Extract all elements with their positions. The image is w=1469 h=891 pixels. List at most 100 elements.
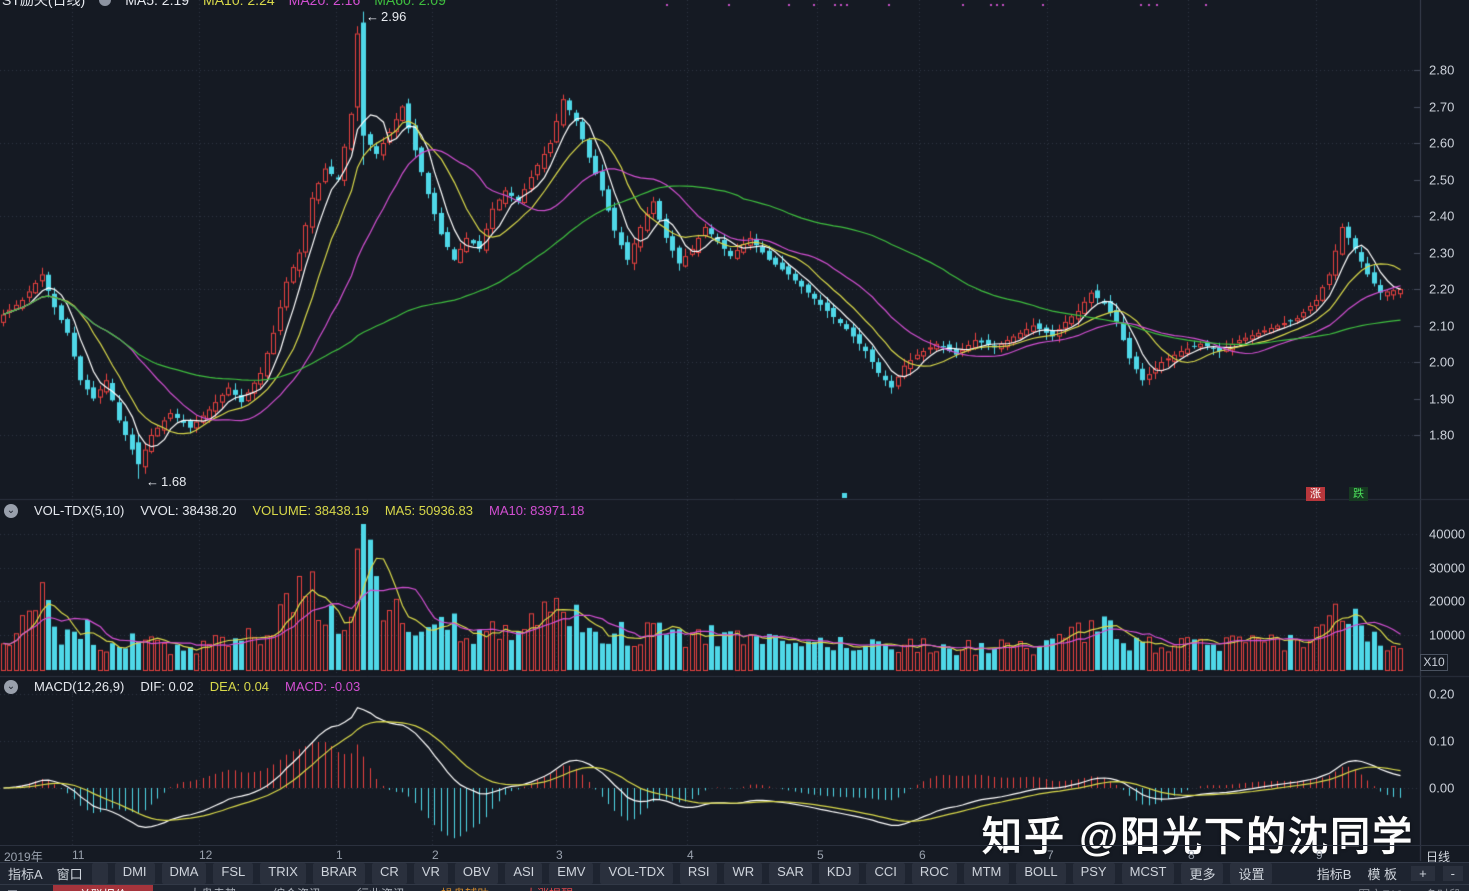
bottom-strip: 关联报价 大盘走势 综合资讯 行业资讯 操盘辅助 大涨提醒 图文F10 多时段 [0,884,1469,891]
indicator-button[interactable] [91,863,108,884]
month-label: 9 [1316,848,1323,862]
volume-unit-badge: X10 [1420,654,1448,671]
month-label: 2 [432,848,439,862]
indicator-button[interactable]: KDJ [818,863,860,884]
pane-resize-button[interactable]: - [1442,866,1463,881]
indicator-button[interactable]: ASI [505,863,543,884]
month-label: 3 [556,848,563,862]
indicator-button[interactable]: DMI [114,863,155,884]
indicator-button[interactable]: FSL [213,863,254,884]
indicator-button[interactable]: WR [724,863,763,884]
bottom-strip-item[interactable]: 图文F10 [1358,886,1403,891]
arrow-left-icon: ← [146,474,159,489]
indicator-button[interactable]: TRIX [260,863,306,884]
month-label: 7 [1047,848,1054,862]
indicator-button[interactable]: MCST [1121,863,1175,884]
low-annotation: ← 1.68 [146,474,186,489]
price-tick: 2.80 [1429,62,1455,78]
price-tick: 2.00 [1429,354,1455,370]
month-label: 12 [199,848,213,862]
indicator-button[interactable]: ROC [911,863,957,884]
pane-resize-button[interactable]: + [1411,866,1435,881]
indicator-button[interactable]: CCI [866,863,905,884]
bottom-strip-item[interactable]: 关联报价 [53,885,154,891]
ma60-legend: MA60: 2.09 [374,0,446,8]
price-tick: 2.10 [1429,318,1455,334]
volume-tick: 30000 [1429,560,1466,576]
month-label: 4 [687,848,694,862]
low-price-label: 1.68 [161,474,187,489]
indicator-button[interactable]: MTM [963,863,1010,884]
menu-label[interactable]: 指标A [8,867,43,882]
volume-tick: 10000 [1429,627,1466,643]
price-tick: 2.30 [1429,245,1455,261]
bottom-strip-item[interactable]: 多时段 [1425,886,1461,891]
menu-label[interactable]: 指标B [1316,867,1352,882]
bottom-strip-item[interactable]: 大涨提醒 [525,885,573,891]
price-tick: 2.40 [1429,208,1455,224]
indicator-button[interactable]: 更多 [1181,863,1224,884]
indicator-button[interactable]: BRAR [312,863,366,884]
rise-badge[interactable]: 涨 [1306,487,1325,501]
watermark: 知乎 @阳光下的沈同学 [982,815,1415,859]
bottom-strip-item[interactable]: 行业资讯 [357,885,405,891]
time-axis-bar: 2019年 日线 11 12 1 2 3 4 5 6 7 8 9 [0,845,1469,864]
month-label: 8 [1188,848,1195,862]
indicator-button[interactable]: OBV [454,863,499,884]
menu-label[interactable]: 模 板 [1367,867,1398,882]
macd-pane-header: ⌄ MACD(12,26,9) DIF: 0.02 DEA: 0.04 MACD… [4,679,360,694]
volume-value: VOLUME: 38438.19 [252,503,369,518]
macd-tick: 0.20 [1429,686,1455,702]
volume-indicator-name: VOL-TDX(5,10) [34,503,125,518]
volume-tick: 40000 [1429,526,1466,542]
period-label[interactable]: 日线 [1426,850,1451,864]
vvol-value: VVOL: 38438.20 [140,503,237,518]
bottom-strip-item[interactable]: 综合资讯 [273,885,321,891]
indicator-menu-bar: 指标A 窗口 DMI DMA FSL TRIX BRAR CR VR OBV ASI EMV VOL-… [0,862,1469,884]
macd-tick: 0.10 [1429,733,1455,749]
indicator-button[interactable]: CR [372,863,407,884]
macd-indicator-name: MACD(12,26,9) [34,679,125,694]
arrow-left-icon: ← [366,9,379,24]
price-tick: 2.20 [1429,281,1455,297]
collapse-chevron-icon[interactable]: ⌄ [4,679,18,694]
ma20-legend: MA20: 2.16 [288,0,361,8]
bottom-strip-item[interactable]: 操盘辅助 [441,885,489,891]
high-price-label: 2.96 [381,9,407,24]
macd-tick: 0.00 [1429,780,1455,796]
chart-title-row: ST励夫(日线) MA5: 2.19 MA10: 2.24 MA20: 2.16… [2,0,446,10]
bottom-strip-item[interactable]: 大盘走势 [189,885,237,891]
month-label: 11 [72,848,85,862]
price-tick: 2.50 [1429,172,1455,188]
volume-tick: 20000 [1429,593,1466,609]
month-label: 1 [336,848,343,862]
price-tick: 2.60 [1429,135,1455,151]
status-dot-icon [99,0,112,6]
indicator-button[interactable]: 设置 [1230,863,1273,884]
indicator-button[interactable]: EMV [549,863,594,884]
year-label: 2019年 [4,850,43,864]
indicator-button[interactable]: DMA [161,863,207,884]
month-label: 5 [817,848,824,862]
indicator-button[interactable]: VR [413,863,448,884]
macd-value: MACD: -0.03 [285,679,361,694]
price-tick: 1.90 [1429,391,1455,407]
high-annotation: ← 2.96 [366,9,406,24]
indicator-button[interactable]: RSI [679,863,718,884]
price-tick: 1.80 [1429,427,1455,443]
collapse-chevron-icon[interactable]: ⌄ [4,503,18,518]
volume-ma10-value: MA10: 83971.18 [489,503,585,518]
fall-badge[interactable]: 跌 [1349,487,1368,501]
price-tick: 2.70 [1429,99,1455,115]
menu-label[interactable]: 窗口 [56,867,83,882]
ma5-legend: MA5: 2.19 [125,0,190,8]
ma10-legend: MA10: 2.24 [203,0,275,8]
symbol-title: ST励夫(日线) [2,0,86,8]
indicator-button[interactable]: BOLL [1016,863,1066,884]
indicator-button[interactable]: SAR [769,863,812,884]
indicator-button[interactable]: VOL-TDX [600,863,673,884]
indicator-button[interactable]: PSY [1072,863,1115,884]
dif-value: DIF: 0.02 [140,679,194,694]
